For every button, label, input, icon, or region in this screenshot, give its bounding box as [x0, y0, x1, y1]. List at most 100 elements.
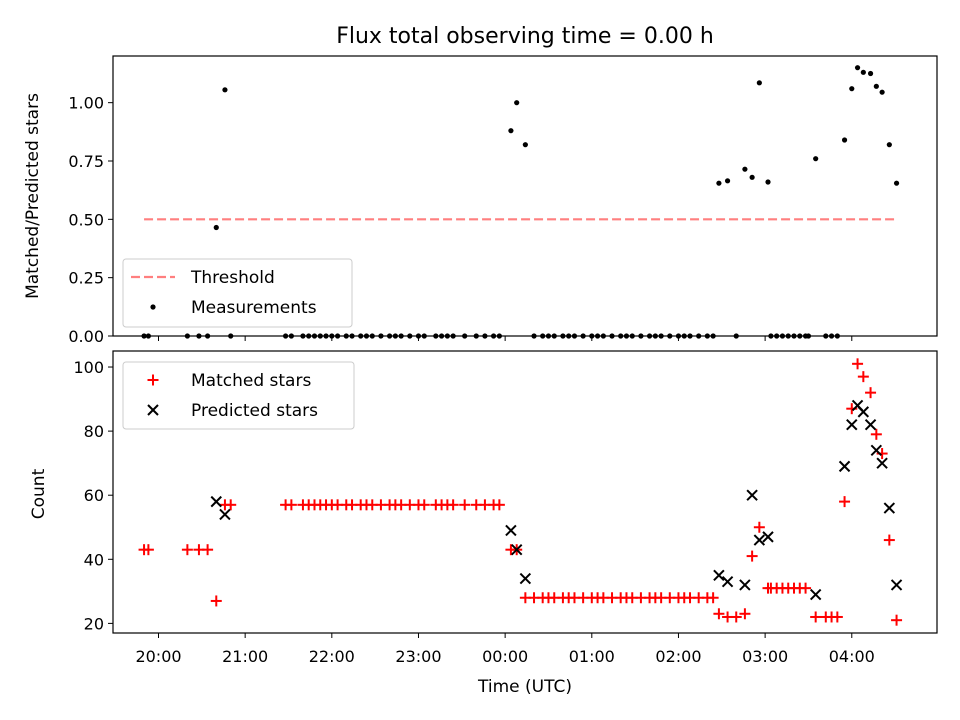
- x-tick-label: 02:00: [655, 647, 701, 666]
- matched-star-point: [870, 428, 882, 440]
- predicted-star-point: [510, 543, 523, 556]
- x-tick-label: 20:00: [135, 647, 181, 666]
- legend-measurement-swatch: [150, 304, 156, 310]
- measurement-point: [756, 80, 762, 86]
- x-tick-label: 23:00: [395, 647, 441, 666]
- measurement-point: [213, 224, 219, 231]
- legend-predicted-swatch: [147, 404, 159, 416]
- bottom-y-tick-label: 80: [84, 422, 104, 441]
- predicted-star-point: [890, 579, 903, 591]
- predicted-star-point: [505, 524, 517, 537]
- predicted-star-point: [753, 534, 766, 546]
- predicted-star-point: [876, 457, 888, 469]
- predicted-star-point: [864, 418, 877, 431]
- top-y-axis-label: Matched/Predicted stars: [23, 93, 43, 299]
- measurement-point: [749, 174, 755, 180]
- matched-star-point: [831, 611, 843, 623]
- measurement-point: [867, 70, 874, 77]
- legend-threshold-label: Threshold: [190, 268, 275, 288]
- measurement-point: [854, 65, 861, 71]
- matched-star-point: [753, 521, 765, 533]
- x-tick-label: 01:00: [569, 647, 615, 666]
- top-panel: 0.00 0.25 0.50 0.75 1.00 Matched/Predicted s…: [23, 55, 938, 346]
- measurement-point: [879, 89, 885, 95]
- measurement-point: [849, 86, 855, 92]
- measurement-point: [522, 142, 528, 148]
- predicted-star-point: [713, 569, 725, 582]
- chart-title: Flux total observing time = 0.00 h: [336, 24, 714, 49]
- bottom-y-tick-label: 100: [73, 358, 104, 377]
- measurement-point: [222, 87, 228, 93]
- matched-star-point: [713, 608, 725, 620]
- top-legend-box: [122, 258, 353, 328]
- measurement-point: [765, 179, 771, 185]
- top-y-tick-label: 0.50: [68, 210, 104, 229]
- x-tick-label: 03:00: [742, 647, 788, 666]
- matched-star-point: [800, 582, 812, 594]
- x-tick-label: 00:00: [482, 647, 528, 666]
- top-axes-frame: [112, 55, 938, 337]
- measurement-point: [724, 178, 731, 184]
- predicted-star-point: [746, 489, 758, 501]
- matched-star-point: [459, 499, 471, 511]
- measurement-point: [514, 100, 520, 106]
- measurement-point: [716, 180, 722, 186]
- top-y-tick-label: 0.00: [68, 327, 104, 346]
- x-tick-label: 21:00: [222, 647, 268, 666]
- predicted-star-point: [846, 418, 858, 431]
- measurement-point: [813, 156, 819, 162]
- bottom-y-tick-label: 60: [84, 486, 104, 505]
- predicted-star-point: [809, 588, 822, 601]
- legend-matched-swatch: [147, 374, 159, 386]
- matched-star-point: [857, 371, 869, 383]
- predicted-star-point: [739, 579, 751, 591]
- x-tick-label: 22:00: [309, 647, 355, 666]
- measurement-point: [860, 69, 866, 75]
- matched-star-point: [852, 358, 864, 370]
- bottom-legend-box: [122, 361, 355, 430]
- bottom-panel: 20 40 60 80 100 20:00 21:00 22:00 23:00 00:00 01:…: [29, 350, 938, 697]
- bottom-y-tick-label: 40: [84, 550, 104, 569]
- measurement-point: [508, 128, 514, 134]
- top-y-tick-label: 0.75: [68, 152, 104, 171]
- matched-star-point: [746, 550, 758, 562]
- bottom-y-axis-label: Count: [29, 468, 49, 519]
- legend-predicted-label: Predicted stars: [191, 401, 318, 421]
- measurement-point: [742, 166, 748, 172]
- top-y-tick-label: 0.25: [68, 269, 104, 288]
- measurement-point: [893, 180, 900, 186]
- legend-measurements-label: Measurements: [191, 298, 317, 318]
- predicted-star-point: [721, 576, 734, 588]
- matched-star-point: [739, 608, 751, 620]
- matched-star-point: [418, 499, 430, 511]
- matched-star-point: [883, 534, 895, 546]
- x-axis-label: Time (UTC): [477, 677, 572, 697]
- predicted-star-point: [762, 531, 774, 543]
- matched-star-point: [730, 611, 742, 623]
- predicted-star-point: [210, 495, 222, 508]
- matched-star-point: [202, 544, 214, 556]
- matched-star-point: [891, 614, 903, 626]
- matched-star-point: [707, 592, 719, 604]
- matched-star-point: [447, 499, 459, 511]
- bottom-axes-frame: [112, 350, 938, 634]
- predicted-star-point: [219, 508, 231, 521]
- matched-star-point: [865, 387, 877, 399]
- x-tick-label: 04:00: [829, 647, 875, 666]
- matched-star-point: [142, 544, 154, 556]
- matched-star-point: [839, 496, 851, 508]
- matched-star-point: [493, 499, 505, 511]
- measurement-point: [886, 142, 892, 148]
- legend-matched-label: Matched stars: [191, 371, 311, 391]
- matched-star-point: [181, 544, 193, 556]
- matched-star-point: [225, 499, 237, 511]
- predicted-star-point: [519, 572, 532, 585]
- top-y-tick-label: 1.00: [68, 94, 104, 113]
- matched-star-point: [810, 611, 822, 623]
- matched-star-point: [210, 595, 222, 607]
- predicted-star-point: [883, 502, 896, 514]
- bottom-y-tick-label: 20: [84, 614, 104, 633]
- matched-star-point: [285, 499, 297, 511]
- predicted-star-point: [838, 460, 851, 473]
